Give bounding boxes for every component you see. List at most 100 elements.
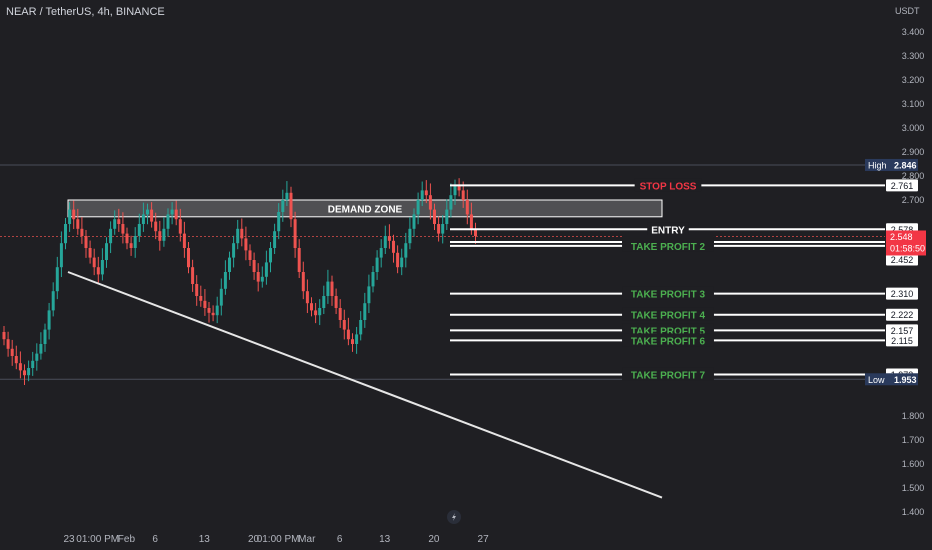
candle-body [35,353,39,361]
candle [330,275,334,306]
candle [293,211,297,258]
candle [404,232,408,268]
candle-body [170,209,174,215]
candle [35,343,39,371]
candle-body [297,248,301,272]
candle-body [314,310,318,316]
candle-body [457,185,461,191]
candle-body [6,339,10,349]
level-label-bg [622,367,714,381]
candle-body [346,329,350,340]
candle-body [117,219,121,224]
candle [375,250,379,280]
candle [310,297,313,317]
price-tag-value: 2.115 [891,336,913,346]
candle-body [72,209,76,220]
candle-body [211,312,215,316]
x-tick-label: 13 [379,534,391,545]
candle-body [125,233,129,244]
candle-body [23,370,26,376]
candle-body [387,236,391,241]
candle [281,189,285,222]
candle [465,189,469,225]
candle [113,210,117,235]
candle [248,244,252,266]
x-tick-label: Feb [118,534,136,545]
candle [215,296,219,324]
candle-body [228,257,231,272]
candle-body [260,276,264,282]
candle [318,299,322,326]
candle [453,179,457,206]
price-tag [886,179,918,192]
candle-body [215,305,219,316]
candle-body [277,212,281,232]
candle-body [379,248,383,258]
candle [457,178,461,197]
candle-body [375,257,379,272]
candle [109,221,113,254]
candle [260,266,264,288]
candle-body [59,243,63,268]
candle-body [10,348,14,356]
candle-body [371,272,375,287]
level-label: TAKE PROFIT 4 [631,311,706,322]
y-tick-label: 3.400 [902,27,925,37]
candle-body [256,272,260,282]
candle-body [150,209,154,222]
candle [10,339,14,366]
candle-body [162,228,166,241]
candle-body [465,200,469,215]
candle [187,242,190,274]
candle-body [240,228,244,239]
candle-body [326,281,330,296]
level-label-bg [622,307,714,321]
candle [297,239,301,278]
y-tick-label: 3.200 [902,75,925,85]
candle [199,285,203,307]
candle [244,226,248,261]
level-label: ENTRY [651,225,685,236]
candle-body [441,224,445,234]
candle-body [154,221,158,232]
candle-body [203,300,207,308]
chart-title: NEAR / TetherUS, 4h, BINANCE [6,6,165,18]
candle-body [244,238,248,251]
candle-body [363,303,367,320]
candle [334,288,338,314]
candle [416,192,420,225]
candle [342,309,346,340]
candle [68,202,72,232]
x-tick-label: 13 [199,534,211,545]
low-tag [865,373,918,386]
candle-body [43,329,47,344]
candle-body [248,250,252,260]
price-tag-value: 2.452 [891,255,914,265]
candle-body [355,334,359,344]
candle [433,203,436,230]
candle-body [133,236,137,248]
candle [150,202,154,228]
x-tick-label: 01:00 PM [257,534,300,545]
candle [420,181,424,206]
candle [424,180,428,204]
candle [338,299,342,328]
y-tick-label: 1.700 [902,435,925,445]
candle [76,208,80,235]
candle [59,231,63,278]
candle [203,289,207,316]
candle [301,261,305,300]
candle [412,208,416,237]
candle [437,216,441,242]
candle [80,217,84,244]
candle-body [342,320,346,330]
candle-body [359,320,363,335]
candle-body [219,288,223,306]
price-tag-value: 2.222 [891,310,914,320]
candle [182,221,186,258]
candle [396,245,400,274]
current-price-countdown: 01:58:50 [890,243,925,253]
y-tick-label: 2.800 [902,171,925,181]
candle [55,256,59,300]
